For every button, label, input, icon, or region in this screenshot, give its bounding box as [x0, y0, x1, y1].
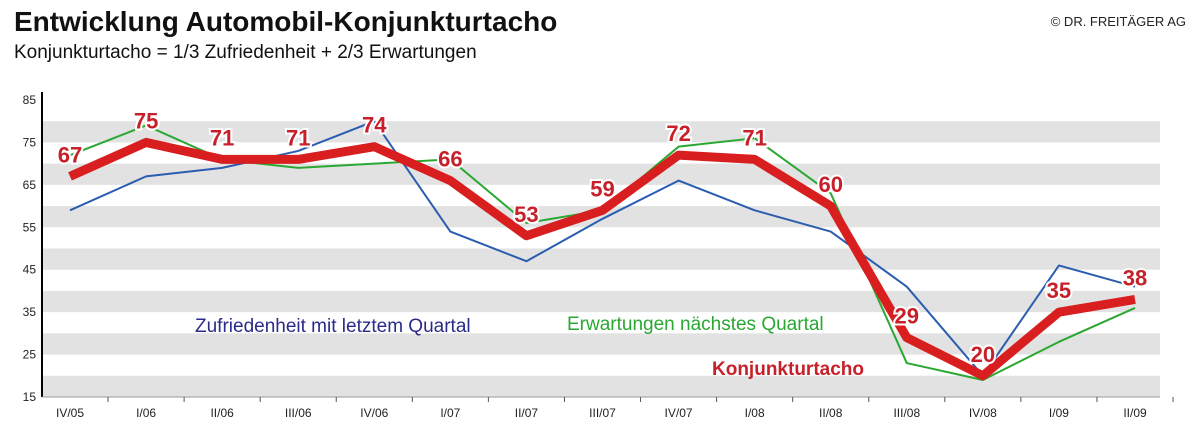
data-label: 72 [666, 121, 690, 146]
x-tick-label: III/06 [285, 406, 312, 420]
data-label: 71 [286, 125, 310, 150]
x-tick-label: IV/05 [56, 406, 84, 420]
x-tick-label: II/07 [515, 406, 539, 420]
data-label: 66 [438, 147, 462, 172]
data-label: 74 [362, 113, 387, 138]
data-label: 53 [514, 202, 538, 227]
grid-band [42, 375, 1160, 397]
data-label: 20 [971, 342, 995, 367]
grid-band [42, 121, 1160, 143]
grid-band [42, 290, 1160, 313]
copyright: © DR. FREITÄGER AG [1050, 14, 1186, 29]
y-tick-label: 45 [23, 263, 37, 277]
data-label: 35 [1047, 278, 1071, 303]
y-tick-label: 65 [23, 178, 37, 192]
x-tick-label: I/06 [136, 406, 156, 420]
data-label: 38 [1123, 265, 1147, 290]
grid-band [42, 248, 1160, 270]
y-tick-label: 25 [23, 348, 37, 362]
x-tick-label: IV/08 [969, 406, 997, 420]
x-tick-label: IV/06 [360, 406, 388, 420]
chart-subtitle: Konjunkturtacho = 1/3 Zufriedenheit + 2/… [14, 42, 477, 63]
x-tick-label: III/08 [893, 406, 920, 420]
y-tick-label: 55 [23, 220, 37, 234]
legend-erwartungen: Erwartungen nächstes Quartal [567, 314, 824, 335]
x-tick-label: I/07 [440, 406, 460, 420]
data-label: 71 [742, 125, 766, 150]
legend-konjunkturtacho: Konjunkturtacho [712, 359, 864, 380]
data-label: 67 [58, 142, 82, 167]
legend-zufriedenheit: Zufriedenheit mit letztem Quartal [195, 316, 471, 337]
data-label: 29 [895, 304, 919, 329]
y-tick-label: 75 [23, 135, 37, 149]
x-tick-label: IV/07 [665, 406, 693, 420]
data-label: 59 [590, 176, 614, 201]
x-tick-label: II/08 [819, 406, 843, 420]
x-tick-label: I/08 [745, 406, 765, 420]
x-tick-label: I/09 [1049, 406, 1069, 420]
data-label: 75 [134, 108, 158, 133]
grid-band [42, 333, 1160, 355]
y-tick-label: 35 [23, 305, 37, 319]
y-tick-label: 15 [23, 390, 37, 404]
grid-band [42, 163, 1160, 185]
x-tick-label: II/09 [1123, 406, 1147, 420]
x-tick-label: II/06 [210, 406, 234, 420]
data-label: 71 [210, 125, 234, 150]
x-tick-label: III/07 [589, 406, 616, 420]
data-label: 60 [818, 172, 842, 197]
chart-title: Entwicklung Automobil-Konjunkturtacho [14, 6, 558, 37]
y-tick-label: 85 [23, 93, 37, 107]
grid-band [42, 206, 1160, 228]
